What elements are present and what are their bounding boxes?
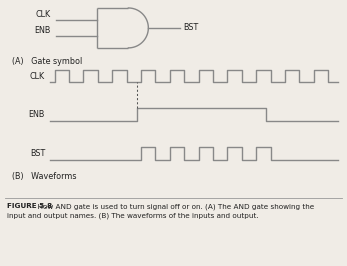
Text: CLK: CLK: [35, 10, 50, 19]
Text: FIGURE 5.8: FIGURE 5.8: [7, 203, 52, 210]
Text: ENB: ENB: [29, 110, 45, 119]
Text: CLK: CLK: [30, 72, 45, 81]
Text: (B)   Waveforms: (B) Waveforms: [12, 172, 77, 181]
Text: BST: BST: [184, 23, 199, 32]
Text: (A)   Gate symbol: (A) Gate symbol: [12, 57, 82, 66]
Text: How AND gate is used to turn signal off or on. (A) The AND gate showing the: How AND gate is used to turn signal off …: [33, 203, 315, 210]
Text: input and output names. (B) The waveforms of the inputs and output.: input and output names. (B) The waveform…: [7, 213, 259, 219]
Text: ENB: ENB: [34, 26, 50, 35]
Text: BST: BST: [30, 149, 45, 158]
